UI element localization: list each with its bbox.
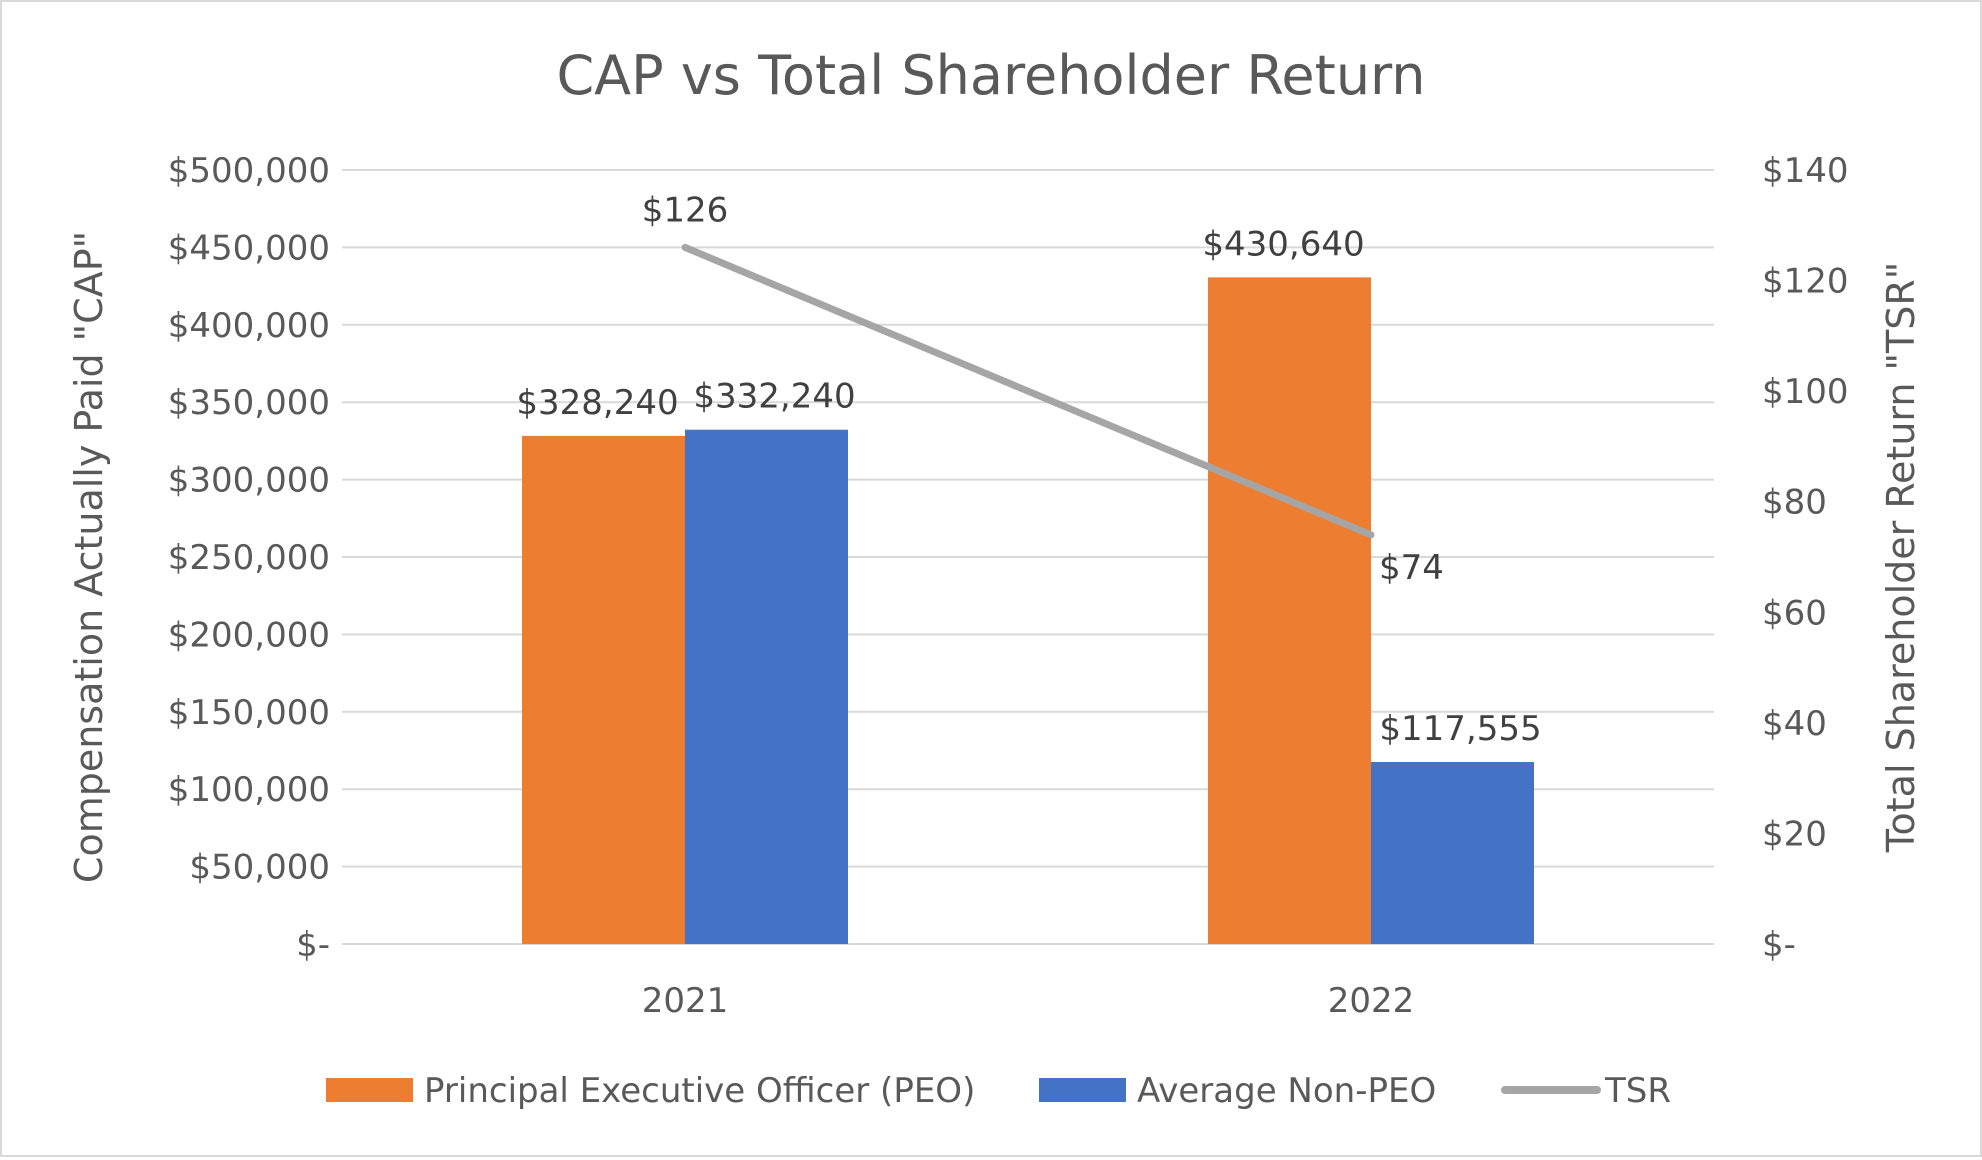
y-left-tick-label: $450,000: [168, 228, 330, 268]
data-label: $430,640: [1202, 224, 1364, 264]
y-right-tick-label: $80: [1762, 483, 1827, 523]
bar-non-peo-2022: [1371, 762, 1534, 944]
bar-peo-2022: [1208, 277, 1371, 945]
y-left-tick-label: $250,000: [168, 538, 330, 578]
y-left-tick-label: $400,000: [168, 306, 330, 346]
y-left-tick-label: $350,000: [168, 383, 330, 423]
y-left-tick-label: $500,000: [168, 151, 330, 191]
y-left-tick-label: $-: [296, 925, 330, 965]
bar-non-peo-2021: [685, 429, 848, 944]
y-right-tick-label: $40: [1762, 704, 1827, 744]
y-left-tick-label: $300,000: [168, 461, 330, 501]
chart-title: CAP vs Total Shareholder Return: [556, 44, 1425, 107]
legend-non-peo-label: Average Non-PEO: [1137, 1071, 1436, 1111]
y-right-tick-label: $120: [1762, 262, 1849, 302]
y-right-tick-label: $60: [1762, 593, 1827, 633]
tsr-line: [681, 243, 1375, 539]
y-right-tick-label: $-: [1762, 925, 1796, 965]
data-label: $328,240: [516, 383, 678, 423]
legend-tsr-label: TSR: [1604, 1071, 1671, 1111]
y-left-tick-label: $150,000: [168, 693, 330, 733]
y-right-tick-label: $20: [1762, 814, 1827, 854]
x-tick-label: 2022: [1328, 981, 1415, 1021]
legend-peo-swatch: [326, 1078, 413, 1102]
y-right-tick-label: $100: [1762, 372, 1849, 412]
data-label: $117,555: [1379, 709, 1541, 749]
y-right-axis-title: Total Shareholder Return "TSR": [1879, 262, 1923, 853]
y-left-tick-label: $200,000: [168, 615, 330, 655]
bar-peo-2021: [522, 435, 685, 944]
y-left-axis-title: Compensation Actually Paid "CAP": [67, 231, 111, 883]
x-tick-label: 2021: [642, 981, 729, 1021]
tsr-data-label: $126: [642, 190, 729, 230]
tsr-data-label: $74: [1379, 548, 1444, 588]
y-left-tick-label: $50,000: [189, 848, 330, 888]
legend-peo-label: Principal Executive Officer (PEO): [424, 1071, 975, 1111]
legend-non-peo-swatch: [1039, 1078, 1126, 1102]
data-label: $332,240: [693, 377, 855, 417]
y-right-tick-label: $140: [1762, 151, 1849, 191]
y-left-tick-label: $100,000: [168, 770, 330, 810]
